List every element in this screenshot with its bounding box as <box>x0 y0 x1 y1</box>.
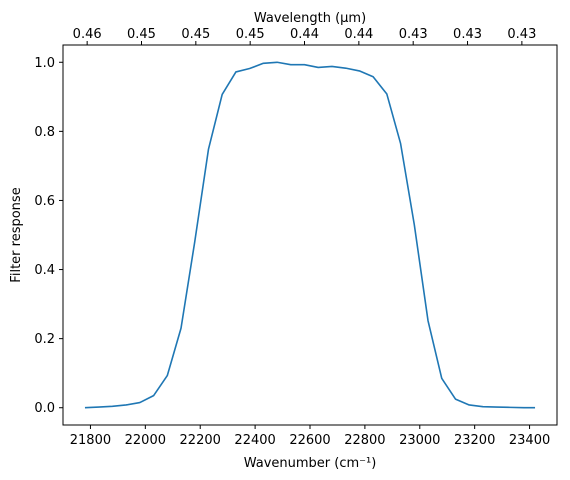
axes-frame <box>62 44 558 426</box>
x-tick-label: 23400 <box>509 433 550 448</box>
y-tick-label: 0.0 <box>34 401 55 416</box>
y-tick-label: 1.0 <box>34 56 55 71</box>
top-x-tick-label: 0.43 <box>453 27 482 42</box>
top-x-tick-label: 0.45 <box>127 27 156 42</box>
top-x-tick-label: 0.44 <box>344 27 373 42</box>
top-x-tick-label: 0.45 <box>236 27 265 42</box>
x-tick-label: 22600 <box>289 433 330 448</box>
y-axis-title: Filter response <box>9 187 24 282</box>
top-x-axis: 0.46 0.45 0.45 0.45 0.44 0.44 0.43 0.43 0.43 <box>73 27 536 45</box>
top-x-tick-label: 0.43 <box>507 27 536 42</box>
x-tick-label: 21800 <box>70 433 111 448</box>
y-tick-label: 0.4 <box>34 263 55 278</box>
bottom-x-axis: 21800 22000 22200 22400 22600 22800 23000 23200… <box>70 425 550 448</box>
response-series-line <box>84 61 536 409</box>
y-tick-label: 0.6 <box>34 194 55 209</box>
top-x-tick-label: 0.46 <box>73 27 102 42</box>
top-x-tick-label: 0.45 <box>181 27 210 42</box>
x-tick-label: 22400 <box>234 433 275 448</box>
plot-area <box>84 61 536 409</box>
x-tick-label: 23000 <box>399 433 440 448</box>
x-tick-label: 22800 <box>344 433 385 448</box>
top-x-tick-label: 0.43 <box>399 27 428 42</box>
x-tick-label: 22200 <box>180 433 221 448</box>
x-tick-label: 23200 <box>454 433 495 448</box>
x-axis-title: Wavenumber (cm⁻¹) <box>244 456 377 471</box>
y-axis: 0.0 0.2 0.4 0.6 0.8 1.0 <box>34 56 63 416</box>
x-tick-label: 22000 <box>125 433 166 448</box>
top-x-tick-label: 0.44 <box>290 27 319 42</box>
y-tick-label: 0.8 <box>34 125 55 140</box>
y-tick-label: 0.2 <box>34 332 55 347</box>
top-x-axis-title: Wavelength (μm) <box>254 11 366 26</box>
